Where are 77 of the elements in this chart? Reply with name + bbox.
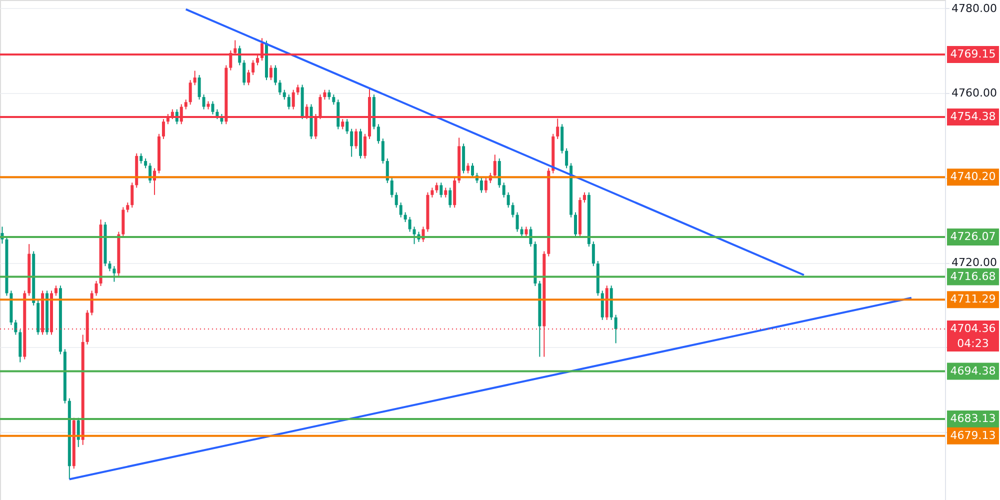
- candlestick: [202, 94, 206, 110]
- candlestick: [448, 187, 452, 208]
- candlestick: [14, 319, 18, 336]
- candlestick: [130, 182, 134, 208]
- candlestick: [328, 89, 331, 100]
- candlestick: [364, 133, 367, 159]
- candlestick: [354, 128, 358, 150]
- candlestick: [252, 60, 255, 76]
- candlestick: [346, 118, 349, 134]
- candlestick: [412, 226, 416, 245]
- candlestick: [565, 148, 568, 169]
- candlestick: [502, 182, 506, 198]
- ref-line-label: 4716.68: [950, 270, 996, 283]
- candlestick: [614, 314, 618, 344]
- candlestick: [140, 152, 143, 164]
- candlestick: [90, 290, 94, 316]
- candlestick: [506, 192, 510, 208]
- candlestick: [94, 280, 98, 296]
- ref-line-label: 4694.38: [950, 364, 996, 378]
- candlestick: [466, 162, 470, 174]
- y-tick-label: 4760.00: [952, 86, 997, 100]
- candlestick: [282, 89, 286, 100]
- candlestick: [287, 94, 290, 110]
- candlestick: [386, 158, 389, 184]
- candlestick: [126, 202, 130, 213]
- candlestick: [394, 192, 398, 208]
- candlestick: [188, 80, 192, 106]
- candlestick: [274, 64, 277, 86]
- candlestick: [444, 187, 448, 198]
- ref-line-label: 4704.36: [950, 322, 996, 335]
- candlestick: [278, 80, 282, 96]
- ref-line-label: 4679.13: [950, 428, 996, 442]
- candlestick: [323, 89, 326, 100]
- candlestick: [292, 89, 295, 110]
- ref-line-label: 4711.29: [950, 292, 996, 306]
- candlestick: [404, 212, 407, 223]
- candlestick: [516, 212, 519, 232]
- candlestick: [435, 182, 438, 194]
- candlestick: [112, 266, 116, 282]
- candlestick: [332, 94, 336, 106]
- candlestick: [511, 202, 514, 218]
- y-tick-label: 4780.00: [952, 2, 997, 15]
- candlestick: [520, 226, 524, 238]
- candlestick: [350, 128, 354, 158]
- candlestick: [108, 260, 112, 272]
- candlestick: [440, 182, 443, 198]
- candlestick: [592, 241, 595, 267]
- candlestick: [54, 285, 58, 296]
- y-tick-label: 4720.00: [952, 256, 997, 270]
- candlestick: [269, 64, 272, 81]
- text: 04:23: [957, 336, 989, 350]
- candlestick: [242, 60, 246, 86]
- ref-line-label: 4754.38: [950, 110, 996, 124]
- candlestick: [296, 84, 300, 96]
- candlestick: [376, 124, 380, 144]
- candlestick: [471, 162, 474, 178]
- candlestick: [399, 202, 402, 218]
- candlestick: [484, 177, 488, 194]
- ref-line-label: 4726.07: [950, 230, 996, 243]
- candlestick: [390, 177, 394, 198]
- candlestick: [198, 74, 201, 100]
- candlestick: [582, 192, 586, 204]
- candlestick: [211, 100, 214, 115]
- candlestick: [381, 138, 384, 164]
- ref-line-label: 4683.13: [950, 412, 996, 425]
- candlestick: [574, 212, 578, 238]
- ref-line-label: 4769.15: [950, 47, 996, 60]
- candlestick: [247, 69, 250, 86]
- candlestick: [184, 99, 188, 110]
- candlestick: [408, 216, 412, 232]
- ref-line-label: 4740.20: [950, 170, 996, 184]
- candlestick: [493, 154, 496, 178]
- candlestick: [193, 70, 196, 86]
- candlestick: [144, 158, 148, 169]
- candlestick: [480, 177, 483, 194]
- candlestick: [524, 226, 528, 238]
- candlestick: [430, 187, 434, 198]
